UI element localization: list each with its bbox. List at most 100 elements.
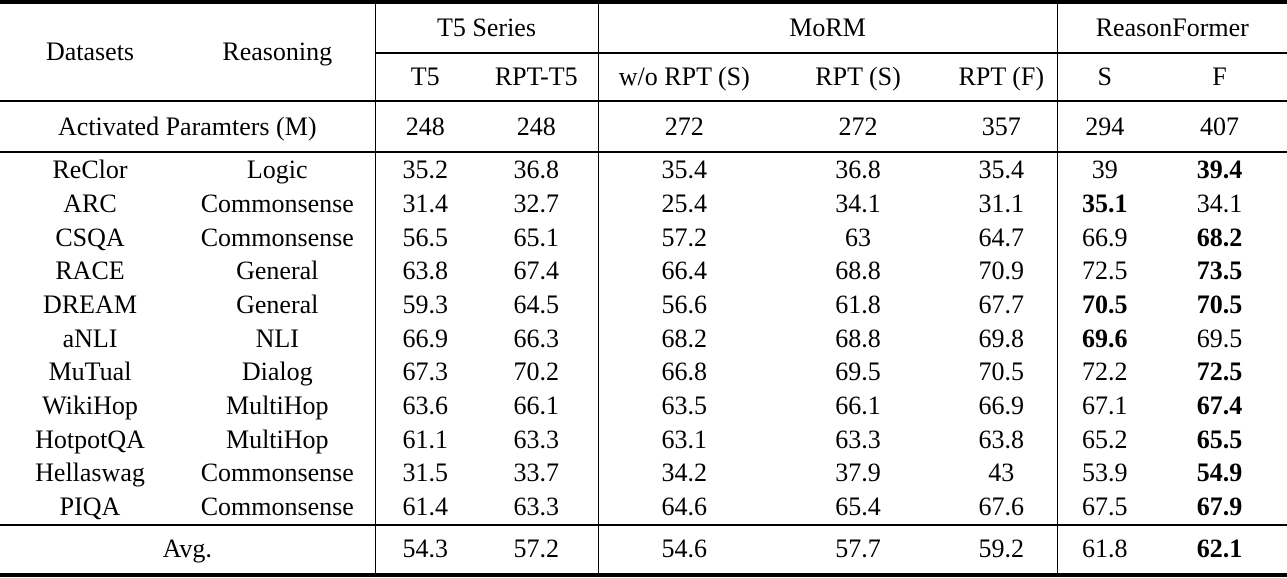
table-row: HotpotQA MultiHop 61.1 63.3 63.1 63.3 63.8 65.2… [0, 422, 1287, 457]
score-cell: 35.1 [1056, 186, 1153, 221]
table-header: Datasets Reasoning T5 Series MoRM Reason… [0, 2, 1287, 102]
score-cell: 69.5 [835, 357, 881, 387]
dataset-name: ARC [63, 188, 117, 218]
score-cell: 61.8 [835, 289, 881, 319]
score-cell: 70.9 [978, 256, 1025, 286]
dataset-name: HotpotQA [35, 424, 145, 454]
score-cell: 36.8 [835, 155, 881, 185]
score-cell: 56.5 [402, 222, 449, 252]
score-cell: 69.8 [978, 323, 1025, 353]
dataset-name: WikiHop [42, 391, 138, 420]
params-cell: 248 [475, 101, 599, 153]
score-cell: 65.1 [513, 222, 560, 252]
table-row: Hellaswag Commonsense 31.5 33.7 34.2 37.9 43 53… [0, 456, 1287, 490]
score-cell: 63.5 [597, 388, 771, 423]
score-cell: 35.4 [597, 152, 771, 187]
score-cell: 72.5 [1056, 254, 1153, 288]
group-reasonformer: ReasonFormer [1056, 2, 1287, 54]
reasoning-type: NLI [180, 321, 376, 356]
params-cell: 407 [1152, 101, 1287, 153]
params-row: Activated Paramters (M) 248 248 272 272 … [0, 101, 1287, 153]
table-row: CSQA Commonsense 56.5 65.1 57.2 63 64.7 66.9 68.… [0, 220, 1287, 255]
score-cell: 34.1 [1196, 188, 1243, 218]
score-cell: 37.9 [835, 458, 881, 488]
score-cell: 59.3 [402, 289, 449, 319]
dataset-name: ReClor [52, 155, 128, 185]
score-cell: 68.2 [1196, 222, 1243, 252]
avg-cell: 61.8 [1056, 523, 1153, 575]
score-cell: 61.4 [402, 492, 449, 522]
dataset-name: aNLI [62, 323, 118, 353]
score-cell: 67.6 [978, 492, 1025, 522]
table-row: aNLI NLI 66.9 66.3 68.2 68.8 69.8 69.6 69.5 [0, 321, 1287, 356]
score-cell: 70.5 [978, 357, 1025, 387]
score-cell: 66.9 [402, 323, 449, 353]
score-cell: 72.2 [1056, 355, 1153, 389]
avg-cell: 57.7 [770, 523, 947, 575]
subheader-f: F [1152, 53, 1287, 102]
score-cell: 63.3 [513, 424, 560, 454]
score-cell: 67.1 [1056, 388, 1153, 423]
score-cell: 56.6 [597, 287, 771, 322]
avg-cell: 59.2 [946, 523, 1058, 575]
score-cell: 54.9 [1196, 458, 1243, 488]
dataset-rows: ReClor Logic 35.2 36.8 35.4 36.8 35.4 39 39.4 ARC… [0, 152, 1287, 525]
score-cell: 68.2 [597, 321, 771, 356]
dataset-name: CSQA [55, 222, 125, 252]
avg-row: Avg. 54.3 57.2 54.6 57.7 59.2 61.8 62.1 [0, 523, 1287, 575]
table-row: MuTual Dialog 67.3 70.2 66.8 69.5 70.5 72.2 72.5 [0, 355, 1287, 389]
score-cell: 34.2 [597, 456, 771, 490]
reasoning-type: Commonsense [180, 456, 376, 490]
params-cell: 272 [770, 101, 947, 153]
reasoning-type: General [180, 254, 376, 288]
subheader-rpt-s: RPT (S) [770, 53, 947, 102]
score-cell: 63.3 [513, 492, 560, 522]
score-cell: 65.4 [835, 492, 881, 522]
group-morm: MoRM [597, 2, 1058, 54]
avg-cell: 54.3 [375, 523, 475, 575]
score-cell: 67.9 [1196, 492, 1243, 522]
score-cell: 31.4 [402, 188, 449, 218]
params-cell: 294 [1056, 101, 1153, 153]
avg-cell: 57.2 [475, 523, 599, 575]
table-row: ARC Commonsense 31.4 32.7 25.4 34.1 31.1 35.1 34… [0, 186, 1287, 221]
reasoning-type: General [180, 287, 376, 322]
score-cell: 69.5 [1196, 323, 1243, 353]
score-cell: 39.4 [1196, 155, 1243, 185]
score-cell: 66.1 [513, 391, 560, 420]
score-cell: 66.4 [597, 254, 771, 288]
score-cell: 68.8 [835, 323, 881, 353]
score-cell: 63.8 [978, 424, 1025, 454]
params-cell: 272 [597, 101, 771, 153]
score-cell: 63.1 [597, 422, 771, 457]
score-cell: 63.8 [402, 256, 449, 286]
params-cell: 248 [375, 101, 475, 153]
subheader-s: S [1056, 53, 1153, 102]
reasoning-type: Commonsense [180, 489, 376, 525]
table-row: ReClor Logic 35.2 36.8 35.4 36.8 35.4 39 39.4 [0, 152, 1287, 187]
score-cell: 64.6 [597, 489, 771, 525]
avg-section: Avg. 54.3 57.2 54.6 57.7 59.2 61.8 62.1 [0, 523, 1287, 575]
reasoning-type: MultiHop [180, 388, 376, 423]
params-section: Activated Paramters (M) 248 248 272 272 … [0, 101, 1287, 153]
subheader-rpt-t5: RPT-T5 [475, 53, 599, 102]
reasoning-type: Dialog [180, 355, 376, 389]
table-row: RACE General 63.8 67.4 66.4 68.8 70.9 72.5 73.5 [0, 254, 1287, 288]
table-row: DREAM General 59.3 64.5 56.6 61.8 67.7 70.5 70.5 [0, 287, 1287, 322]
score-cell: 67.7 [978, 289, 1025, 319]
score-cell: 66.1 [835, 391, 881, 420]
score-cell: 70.5 [1196, 289, 1243, 319]
score-cell: 66.8 [597, 355, 771, 389]
avg-cell: 54.6 [597, 523, 771, 575]
score-cell: 25.4 [597, 186, 771, 221]
reasoning-type: Commonsense [180, 186, 376, 221]
score-cell: 67.3 [402, 357, 449, 387]
header-datasets: Datasets [0, 2, 180, 102]
header-reasoning: Reasoning [180, 2, 376, 102]
score-cell: 31.1 [978, 188, 1025, 218]
dataset-name: Hellaswag [35, 458, 145, 488]
dataset-name: PIQA [59, 492, 121, 522]
score-cell: 70.2 [513, 357, 560, 387]
score-cell: 63.6 [402, 391, 449, 420]
